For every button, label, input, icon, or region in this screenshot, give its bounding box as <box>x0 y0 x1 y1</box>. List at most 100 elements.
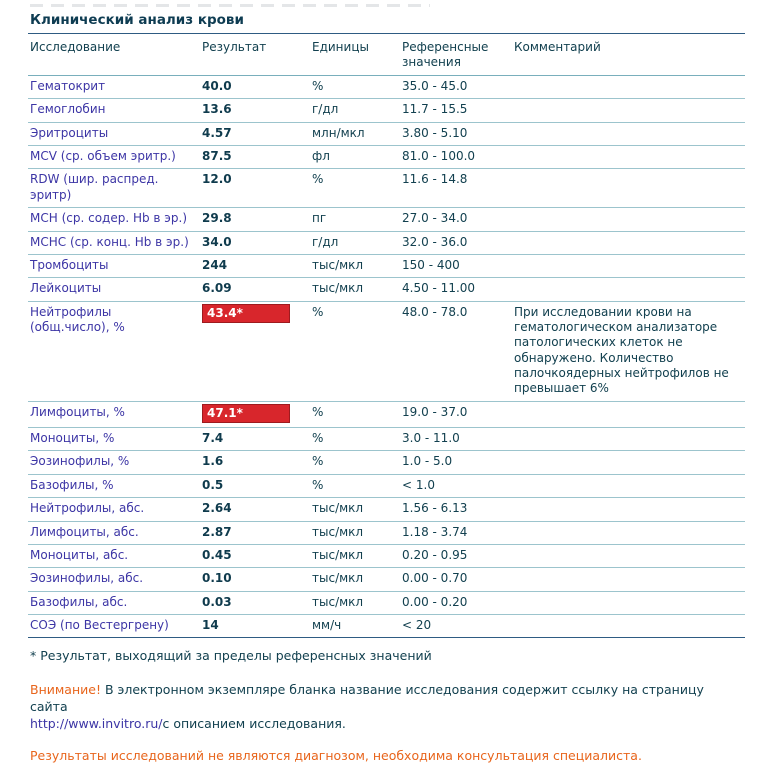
test-name: Эозинофилы, абс. <box>30 571 144 586</box>
test-result: 0.03 <box>202 594 232 609</box>
test-name: Лимфоциты, абс. <box>30 524 139 539</box>
test-comment <box>512 568 745 575</box>
test-result: 40.0 <box>202 79 232 93</box>
test-name: Лимфоциты, % <box>30 404 125 419</box>
test-result: 0.5 <box>202 477 224 492</box>
out-of-range-footnote: * Результат, выходящий за пределы рефере… <box>30 648 432 664</box>
test-comment <box>512 208 745 215</box>
table-row: Базофилы, абс. 0.03 тыс/мкл 0.00 - 0.20 <box>28 592 745 615</box>
table-row: Нейтрофилы (общ.число), % 43.4* % 48.0 -… <box>28 302 745 402</box>
table-row: Лимфоциты, абс. 2.87 тыс/мкл 1.18 - 3.74 <box>28 522 745 545</box>
scan-cutoff-artifact <box>30 4 430 7</box>
test-units: тыс/мкл <box>312 524 364 539</box>
test-result: 47.1* <box>200 402 310 427</box>
test-name: Эозинофилы, % <box>30 454 130 469</box>
test-ref-range: 1.0 - 5.0 <box>402 454 453 469</box>
test-result: 6.09 <box>202 281 232 296</box>
test-comment <box>512 592 745 599</box>
test-units: тыс/мкл <box>312 571 364 586</box>
column-header-result: Результат <box>202 40 267 54</box>
test-name: Моноциты, абс. <box>30 547 129 562</box>
test-result: 87.5 <box>202 149 232 164</box>
test-name: MCV (ср. объем эритр.) <box>30 149 176 164</box>
test-comment <box>512 255 745 262</box>
test-name: Нейтрофилы (общ.число), % <box>30 304 125 334</box>
test-comment <box>512 146 745 153</box>
table-header-row: Исследование Результат Единицы Референсн… <box>28 34 745 76</box>
test-ref-range: 27.0 - 34.0 <box>402 211 468 226</box>
test-units: % <box>312 477 324 492</box>
test-ref-range: 19.0 - 37.0 <box>402 404 468 419</box>
column-header-name: Исследование <box>30 40 121 54</box>
test-units: % <box>312 454 324 469</box>
test-name: Базофилы, % <box>30 477 114 492</box>
test-name: MCHC (ср. конц. Hb в эр.) <box>30 234 189 249</box>
test-units: % <box>312 172 324 187</box>
table-row: MCHC (ср. конц. Hb в эр.) 34.0 г/дл 32.0… <box>28 232 745 255</box>
test-comment <box>512 402 745 409</box>
test-name: Гемоглобин <box>30 102 106 117</box>
test-units: мм/ч <box>312 617 342 632</box>
test-ref-range: 48.0 - 78.0 <box>402 304 468 319</box>
test-result: 34.0 <box>202 234 232 249</box>
table-row: Эозинофилы, абс. 0.10 тыс/мкл 0.00 - 0.7… <box>28 568 745 592</box>
table-row: Лейкоциты 6.09 тыс/мкл 4.50 - 11.00 <box>28 278 745 302</box>
test-result: 12.0 <box>202 172 232 187</box>
test-name: Нейтрофилы, абс. <box>30 501 145 516</box>
test-comment <box>512 475 745 482</box>
test-ref-range: 11.6 - 14.8 <box>402 172 468 187</box>
table-row: Моноциты, абс. 0.45 тыс/мкл 0.20 - 0.95 <box>28 545 745 569</box>
test-name: СОЭ (по Вестергрену) <box>30 617 169 632</box>
table-row: Тромбоциты 244 тыс/мкл 150 - 400 <box>28 255 745 279</box>
column-header-units: Единицы <box>312 40 369 54</box>
test-name: MCH (ср. содер. Hb в эр.) <box>30 211 188 226</box>
test-ref-range: 35.0 - 45.0 <box>402 79 468 93</box>
test-units: тыс/мкл <box>312 281 364 296</box>
test-ref-range: < 1.0 <box>402 477 435 492</box>
test-units: млн/мкл <box>312 125 365 140</box>
attention-notice: Внимание! В электронном экземпляре бланк… <box>30 682 745 733</box>
test-result: 14 <box>202 617 219 632</box>
test-comment <box>512 545 745 552</box>
test-ref-range: 81.0 - 100.0 <box>402 149 476 164</box>
invitro-link[interactable]: http://www.invitro.ru/ <box>30 716 163 732</box>
disclaimer-text: Результаты исследований не являются диаг… <box>30 747 642 763</box>
test-result: 2.64 <box>202 501 232 516</box>
table-row: Базофилы, % 0.5 % < 1.0 <box>28 475 745 499</box>
test-units: пг <box>312 211 327 226</box>
test-result: 7.4 <box>202 431 224 446</box>
test-units: тыс/мкл <box>312 547 364 562</box>
test-name: Лейкоциты <box>30 281 102 296</box>
test-comment <box>512 498 745 505</box>
test-result: 1.6 <box>202 454 224 469</box>
test-comment <box>512 451 745 458</box>
test-ref-range: 32.0 - 36.0 <box>402 234 468 249</box>
test-comment <box>512 123 745 130</box>
table-row: Гемоглобин 13.6 г/дл 11.7 - 15.5 <box>28 99 745 123</box>
test-comment <box>512 232 745 239</box>
test-ref-range: 11.7 - 15.5 <box>402 102 468 117</box>
test-ref-range: 3.0 - 11.0 <box>402 431 460 446</box>
test-name: Моноциты, % <box>30 431 115 446</box>
test-result: 0.10 <box>202 571 232 586</box>
test-comment <box>512 522 745 529</box>
table-row: MCH (ср. содер. Hb в эр.) 29.8 пг 27.0 -… <box>28 208 745 232</box>
test-result: 43.4* <box>200 302 310 327</box>
test-units: тыс/мкл <box>312 501 364 516</box>
test-comment <box>512 76 745 83</box>
test-ref-range: 1.56 - 6.13 <box>402 501 468 516</box>
page-title: Клинический анализ крови <box>28 10 745 34</box>
test-name: RDW (шир. распред. эритр) <box>30 172 159 202</box>
test-name: Гематокрит <box>30 79 106 93</box>
table-row: Лимфоциты, % 47.1* % 19.0 - 37.0 <box>28 402 745 429</box>
table-row: RDW (шир. распред. эритр) 12.0 % 11.6 - … <box>28 169 745 209</box>
test-units: % <box>312 304 324 319</box>
test-comment <box>512 278 745 285</box>
test-units: тыс/мкл <box>312 594 364 609</box>
test-units: % <box>312 404 324 419</box>
results-table-body: Гематокрит 40.0 % 35.0 - 45.0 Гемоглобин… <box>28 76 745 639</box>
test-ref-range: 0.00 - 0.70 <box>402 571 468 586</box>
column-header-comment: Комментарий <box>514 40 601 54</box>
test-name: Эритроциты <box>30 125 109 140</box>
test-name: Базофилы, абс. <box>30 594 128 609</box>
